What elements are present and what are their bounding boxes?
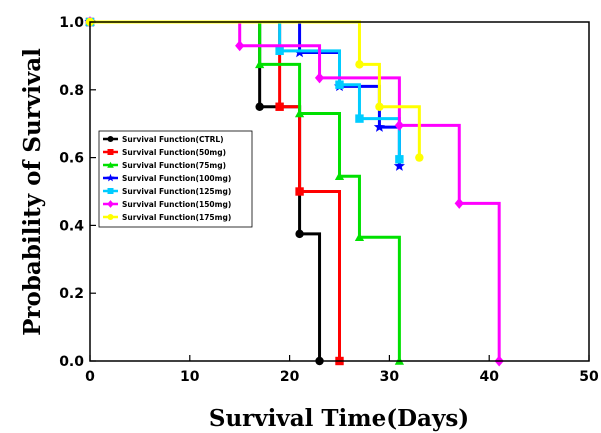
data-point (255, 102, 264, 111)
legend-item: Survival Function(150mg) (103, 200, 231, 209)
legend: Survival Function(CTRL) Survival Function… (98, 130, 253, 228)
y-tick-label: 0.8 (59, 83, 84, 99)
legend-label: Survival Function(75mg) (122, 161, 226, 170)
legend-item: Survival Function(175mg) (103, 213, 231, 222)
x-tick-label: 10 (180, 369, 200, 385)
data-point (335, 80, 344, 89)
y-axis-title: Probability of Survival (19, 48, 46, 336)
legend-label: Survival Function(175mg) (122, 213, 231, 222)
legend-item: Survival Function(100mg) (103, 173, 231, 183)
data-point (355, 60, 364, 69)
y-tick-label: 0.4 (59, 218, 84, 234)
data-point (235, 40, 245, 52)
data-point (295, 229, 304, 239)
x-tick-label: 30 (380, 369, 400, 385)
x-tick-label: 50 (579, 369, 599, 385)
legend-label: Survival Function(125mg) (122, 187, 231, 196)
legend-item: Survival Function(75mg) (103, 161, 226, 170)
data-point (454, 197, 464, 209)
legend-item: Survival Function(125mg) (103, 187, 231, 196)
data-point (394, 119, 404, 131)
legend-marker (106, 173, 115, 182)
legend-marker (107, 188, 114, 194)
legend-marker (107, 200, 114, 208)
legend-label: Survival Function(CTRL) (122, 135, 224, 144)
data-point (375, 102, 384, 111)
data-point (393, 160, 405, 171)
x-tick-label: 0 (85, 369, 95, 385)
legend-label: Survival Function(150mg) (122, 200, 231, 209)
x-tick-label: 20 (280, 369, 300, 385)
y-tick-label: 1.0 (59, 15, 84, 31)
series-line (90, 20, 501, 361)
data-point (373, 121, 386, 132)
data-point (255, 59, 265, 69)
y-tick-label: 0.0 (59, 354, 84, 370)
legend-item: Survival Function(CTRL) (103, 135, 224, 144)
x-axis-title: Survival Time(Days) (209, 405, 469, 432)
plot-frame (89, 21, 590, 362)
data-point (415, 153, 424, 162)
legend-label: Survival Function(100mg) (122, 174, 231, 183)
y-tick-label: 0.2 (59, 286, 84, 302)
data-point (314, 72, 325, 84)
legend-item: Survival Function(50mg) (103, 148, 226, 157)
data-point (275, 46, 284, 56)
data-point (354, 232, 365, 242)
data-point (334, 171, 345, 181)
y-tick-label: 0.6 (59, 151, 84, 167)
series-line (90, 20, 401, 361)
x-tick-label: 40 (479, 369, 499, 385)
legend-marker (107, 214, 114, 220)
legend-marker (107, 161, 114, 168)
legend-label: Survival Function(50mg) (122, 148, 226, 157)
data-point (355, 114, 364, 123)
axis-ticks: 0 10 20 30 40 50 0.0 0.2 0.4 0.6 0.8 1.0 (59, 15, 599, 385)
data-point (395, 155, 404, 164)
data-point (294, 108, 305, 118)
legend-marker (107, 136, 114, 142)
data-point (275, 102, 284, 111)
legend-marker (107, 149, 114, 155)
legend-box (98, 130, 253, 228)
data-point (295, 187, 304, 196)
